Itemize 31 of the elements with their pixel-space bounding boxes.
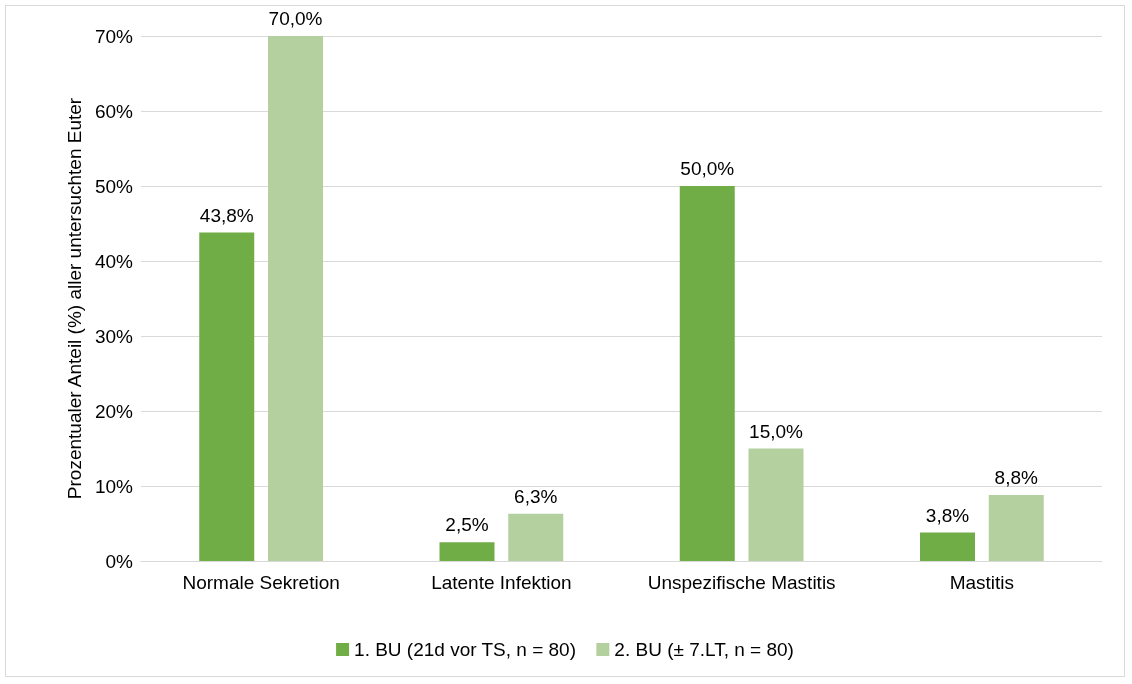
data-label: 6,3% [514,485,558,507]
data-label: 15,0% [749,420,804,442]
bar [268,36,323,561]
data-label: 50,0% [680,158,735,179]
y-tick-label: 30% [94,325,134,347]
data-label: 2,5% [445,514,489,536]
y-tick-label: 70% [94,25,134,47]
bar [199,232,255,561]
legend-label: 2. BU (± 7.LT, n = 80) [614,639,794,660]
bar [988,495,1044,561]
bar [439,542,495,561]
y-tick-label: 50% [94,175,134,197]
y-tick-label: 60% [94,100,134,122]
bar [508,513,564,561]
bar [748,448,804,561]
y-tick-label: 20% [94,400,134,422]
data-label: 3,8% [925,504,970,526]
legend-label: 1. BU (21d vor TS, n = 80) [354,639,577,660]
x-tick-label: Mastitis [949,572,1015,593]
data-label: 8,8% [994,467,1039,488]
y-tick-label: 0% [105,550,134,572]
y-tick-label: 10% [94,475,134,497]
x-tick-label: Unspezifische Mastitis [647,572,836,593]
y-tick-label: 40% [94,250,134,272]
data-label: 43,8% [199,204,254,226]
bar [920,532,975,561]
data-label: 70,0% [268,8,323,29]
bar [679,186,735,561]
y-axis-title: Prozentualer Anteil (%) aller untersuchten Euter [64,97,86,500]
x-tick-label: Latente Infektion [431,572,572,593]
x-tick-label: Normale Sekretion [182,572,340,593]
